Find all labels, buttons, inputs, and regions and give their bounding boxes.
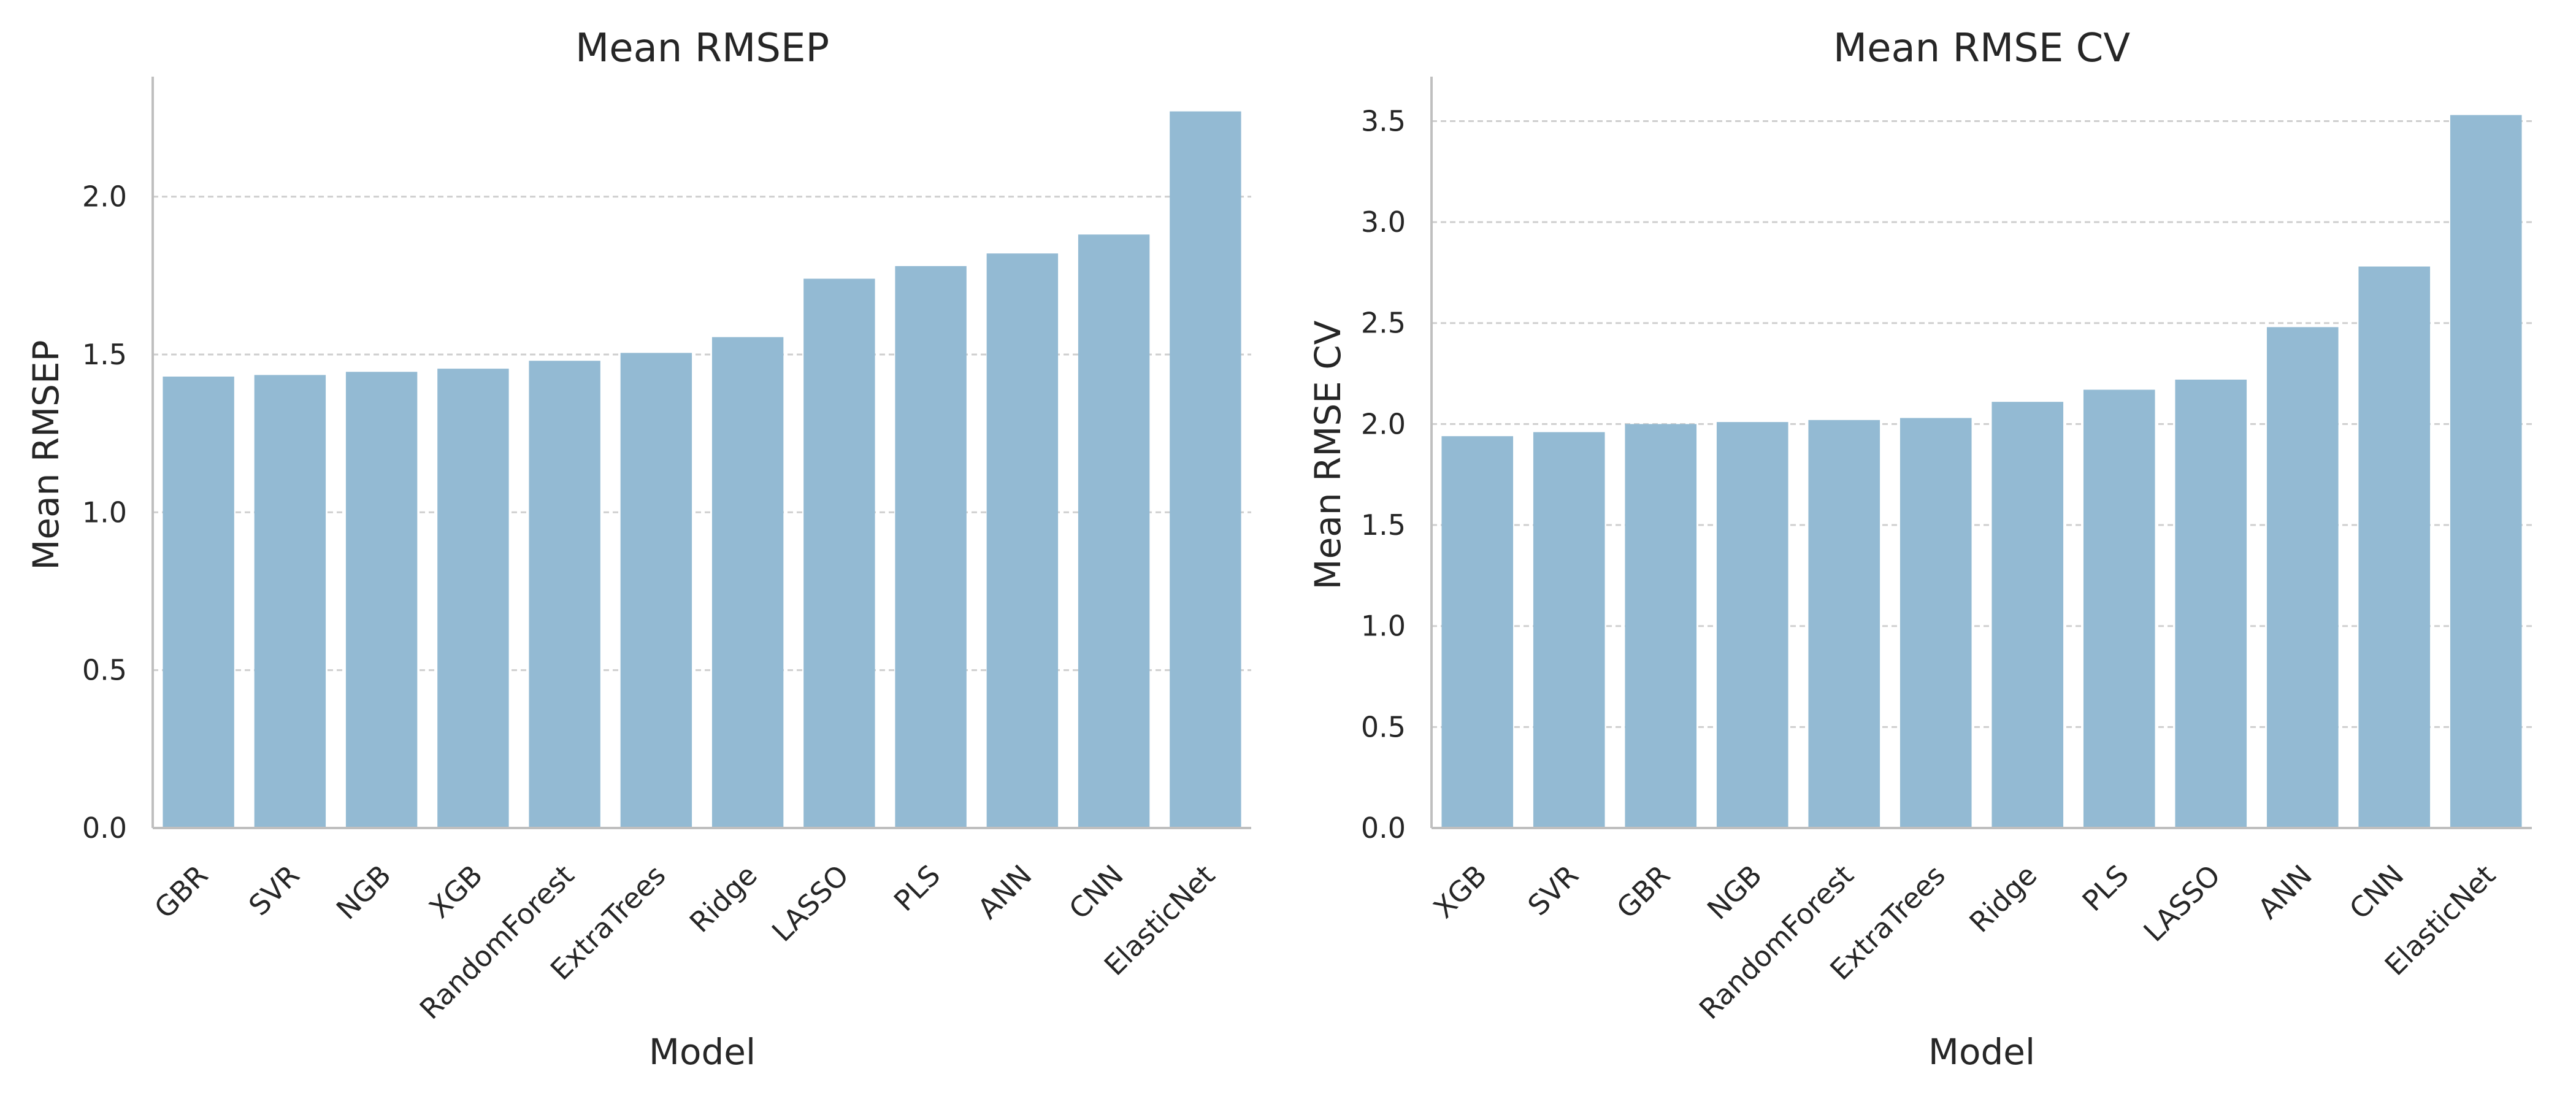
y-tick-label: 3.0 (1361, 205, 1406, 239)
bar-elasticnet (2450, 115, 2522, 829)
y-tick-label: 3.5 (1361, 104, 1406, 137)
bar-extratrees (1899, 418, 1972, 828)
x-tick-label: Ridge (1963, 859, 2043, 939)
x-tick-label: ANN (2252, 859, 2318, 926)
y-tick-label: 1.0 (82, 496, 127, 529)
x-tick-label: Ridge (683, 859, 764, 939)
bar-randomforest (1808, 420, 1880, 828)
y-tick-labels: 0.0 0.5 1.0 1.5 2.0 (82, 180, 127, 845)
x-tick-label: CNN (1062, 859, 1130, 926)
chart-title: Mean RMSEP (575, 26, 829, 71)
y-tick-label: 0.5 (82, 654, 127, 687)
x-tick-label: RandomForest (413, 859, 581, 1026)
bar-lasso (2175, 379, 2247, 828)
x-axis-label: Model (1928, 1031, 2035, 1073)
bar-ann (986, 253, 1059, 828)
bar-xgb (1441, 436, 1514, 828)
bar-elasticnet (1170, 111, 1241, 828)
x-tick-label: ANN (972, 859, 1038, 926)
y-tick-label: 1.5 (1361, 508, 1406, 542)
bars (1441, 115, 2522, 829)
y-tick-label: 2.0 (1361, 407, 1406, 440)
grid-lines (153, 196, 1251, 672)
x-tick-label: XGB (423, 859, 489, 925)
x-tick-label: PLS (887, 859, 947, 918)
y-axis-label: Mean RMSE CV (1307, 320, 1349, 589)
x-tick-label: SVR (1521, 859, 1585, 922)
x-tick-label: NGB (1701, 859, 1768, 926)
bar-ridge (1991, 402, 2064, 828)
bar-svr (254, 375, 326, 828)
bar-xgb (437, 369, 509, 828)
x-tick-label: LASSO (2137, 859, 2226, 948)
bar-ngb (1716, 422, 1788, 828)
x-tick-label: CNN (2343, 859, 2410, 926)
axes (1430, 77, 2532, 829)
x-tick-label: GBR (1610, 859, 1676, 925)
x-tick-label: NGB (330, 859, 397, 926)
y-tick-label: 0.0 (82, 811, 127, 845)
x-tick-label: RandomForest (1693, 859, 1860, 1026)
bar-pls (2083, 389, 2155, 828)
bar-cnn (2358, 266, 2431, 829)
bar-ngb (345, 372, 418, 828)
y-tick-label: 1.5 (82, 338, 127, 371)
x-axis-label: Model (649, 1031, 756, 1073)
y-tick-label: 0.0 (1361, 811, 1406, 845)
chart-panel-mean-rmse-cv: Mean RMSE CV Mean RMSE CV Model 0.0 0.5 1.… (1307, 26, 2532, 1073)
y-tick-label: 2.0 (82, 180, 127, 213)
y-tick-label: 2.5 (1361, 307, 1406, 340)
bar-gbr (1625, 424, 1697, 828)
x-tick-label: GBR (148, 859, 214, 925)
x-tick-label: SVR (242, 859, 306, 922)
x-tick-label: XGB (1427, 859, 1493, 925)
bar-cnn (1078, 234, 1150, 829)
y-tick-label: 1.0 (1361, 610, 1406, 643)
bar-gbr (163, 376, 234, 828)
bar-ann (2266, 327, 2339, 828)
bar-extratrees (620, 353, 692, 828)
x-tick-label: PLS (2076, 859, 2135, 918)
y-axis-label: Mean RMSEP (25, 340, 67, 570)
axes (151, 77, 1251, 829)
y-tick-label: 0.5 (1361, 710, 1406, 743)
chart-panel-mean-rmsep: Mean RMSEP Mean RMSEP Model 0.0 0.5 1.0 1.5… (25, 26, 1251, 1073)
bar-randomforest (529, 361, 600, 828)
bars (163, 111, 1241, 829)
y-tick-labels: 0.0 0.5 1.0 1.5 2.0 2.5 3.0 3.5 (1361, 104, 1406, 845)
bar-lasso (803, 278, 875, 829)
x-tick-label: LASSO (765, 859, 855, 948)
bar-ridge (711, 337, 784, 828)
chart-title: Mean RMSE CV (1833, 26, 2131, 71)
bar-pls (895, 266, 967, 829)
bar-svr (1533, 432, 1605, 828)
